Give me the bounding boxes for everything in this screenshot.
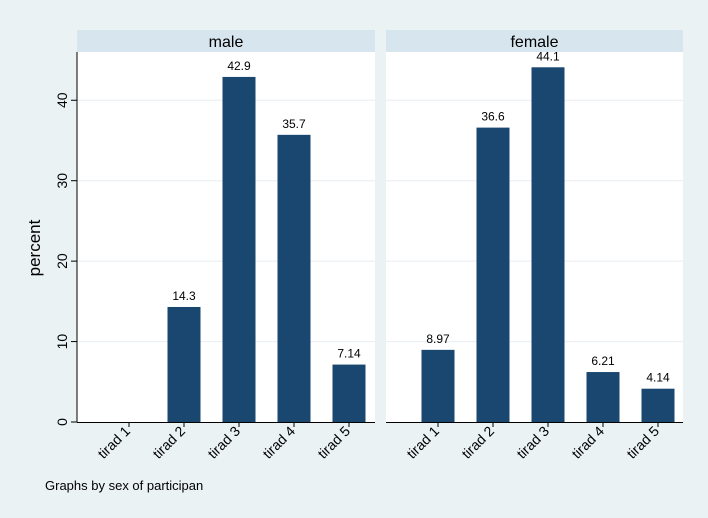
y-tick-label: 40 bbox=[54, 92, 70, 108]
bar-male-5 bbox=[332, 364, 366, 422]
bar-male-4 bbox=[277, 134, 311, 422]
data-label: 4.14 bbox=[646, 371, 670, 385]
y-tick-label: 0 bbox=[54, 418, 70, 426]
y-axis-label: percent bbox=[25, 219, 44, 276]
data-label: 8.97 bbox=[426, 332, 450, 346]
panel-title: male bbox=[209, 34, 244, 51]
data-label: 14.3 bbox=[172, 289, 196, 303]
bar-female-5 bbox=[641, 388, 675, 422]
data-label: 44.1 bbox=[536, 49, 560, 63]
data-label: 42.9 bbox=[227, 59, 251, 73]
y-tick-label: 30 bbox=[54, 173, 70, 189]
panel-header bbox=[77, 30, 375, 52]
data-label: 6.21 bbox=[591, 354, 615, 368]
data-label: 35.7 bbox=[282, 117, 306, 131]
bar-male-3 bbox=[222, 76, 256, 422]
panel-title: female bbox=[510, 34, 558, 51]
bar-female-1 bbox=[421, 349, 455, 422]
panel-header bbox=[386, 30, 683, 52]
data-label: 36.6 bbox=[481, 110, 505, 124]
bar-female-4 bbox=[586, 372, 620, 422]
bar-female-2 bbox=[476, 127, 510, 422]
data-label: 7.14 bbox=[337, 347, 361, 361]
graph-note: Graphs by sex of participan bbox=[45, 478, 203, 493]
y-tick-label: 10 bbox=[54, 334, 70, 350]
y-tick-label: 20 bbox=[54, 253, 70, 269]
bar-female-3 bbox=[531, 67, 565, 423]
bar-male-2 bbox=[167, 306, 201, 422]
